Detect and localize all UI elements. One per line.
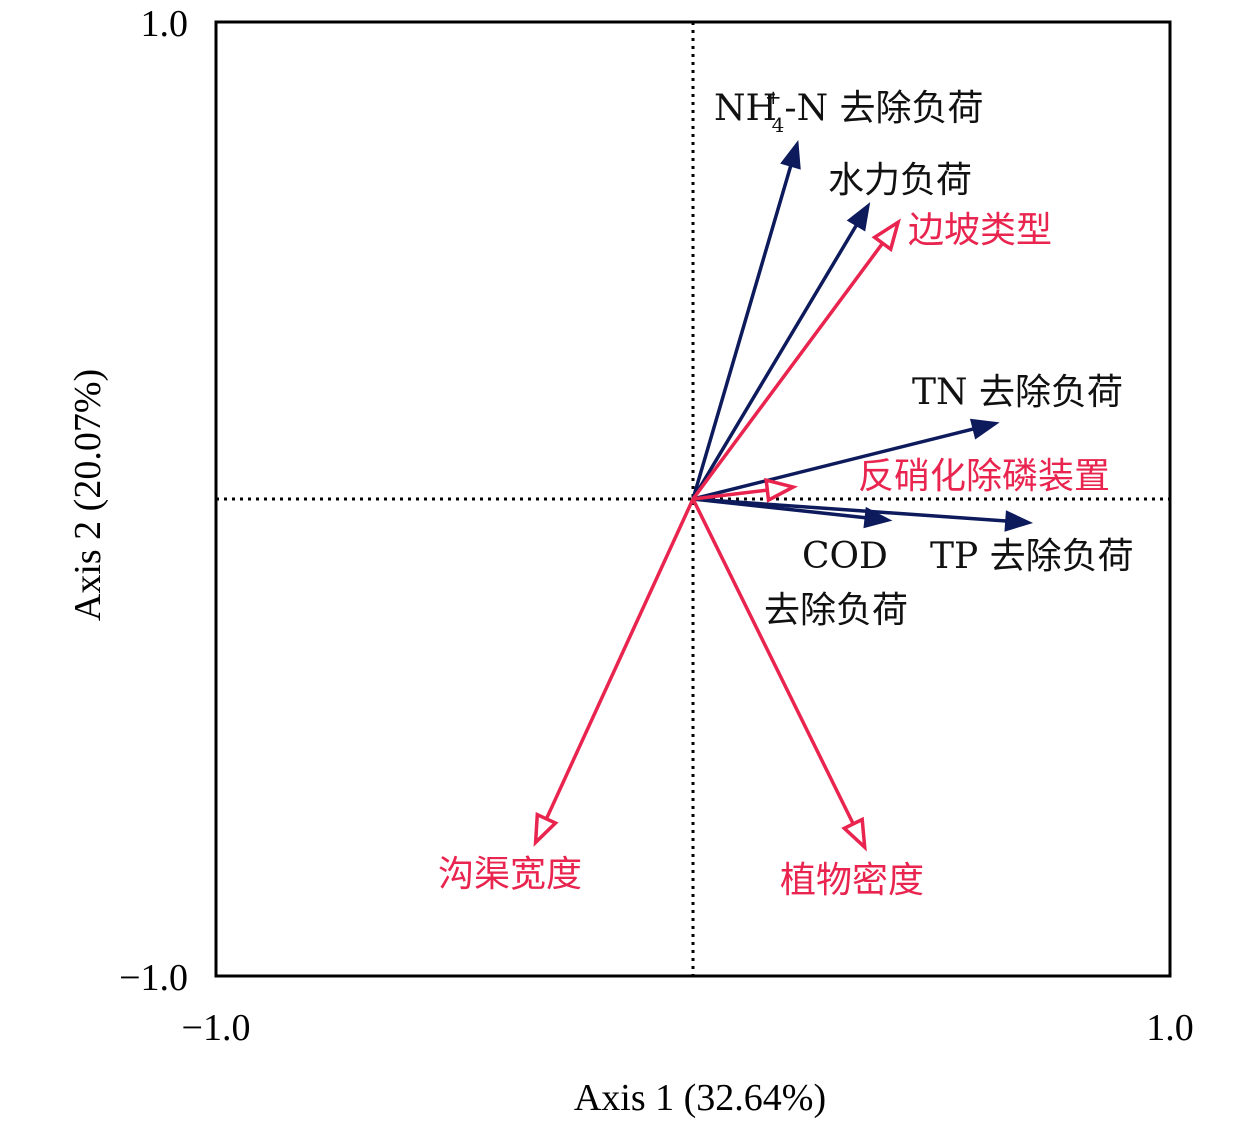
label-nh4-sup: + xyxy=(765,85,782,109)
label-tn: TN 去除负荷 xyxy=(912,372,1123,413)
vector-slope xyxy=(691,218,901,501)
vector-hydraulic xyxy=(691,202,871,500)
vector-head-denitrif xyxy=(764,477,799,503)
vector-shaft-hydraulic xyxy=(691,221,860,500)
label-cod-line2: 去除负荷 xyxy=(764,590,908,631)
vector-head-tn xyxy=(969,418,1000,440)
x-tick-left: −1.0 xyxy=(182,1007,251,1049)
vector-denitrif xyxy=(692,477,799,503)
vector-head-hydraulic xyxy=(846,202,871,232)
label-tp: TP 去除负荷 xyxy=(930,536,1134,577)
vector-cod xyxy=(692,497,893,529)
vector-shaft-nh4 xyxy=(691,161,794,500)
vector-shaft-tp xyxy=(692,497,1010,524)
x-tick-right: 1.0 xyxy=(1146,1007,1194,1049)
vectors-layer xyxy=(533,139,1034,852)
x-axis-title: Axis 1 (32.64%) xyxy=(574,1077,826,1119)
label-width: 沟渠宽度 xyxy=(438,854,582,895)
vector-head-plant xyxy=(841,816,867,852)
label-plant: 植物密度 xyxy=(780,860,924,901)
label-nh4-rest: -N 去除负荷 xyxy=(784,88,983,129)
vector-tn xyxy=(692,418,1000,501)
vector-shaft-tn xyxy=(692,426,978,501)
vector-shaft-plant xyxy=(691,498,855,825)
vector-tp xyxy=(692,497,1034,532)
vector-labels: NH+ 4-N 去除负荷 水力负荷 边坡类型 TN 去除负荷 反硝化除磷装置 CO… xyxy=(438,85,1134,901)
label-hydraulic: 水力负荷 xyxy=(828,160,972,201)
label-nh4-main: NH xyxy=(714,88,777,129)
y-tick-top: 1.0 xyxy=(141,3,189,45)
vector-nh4 xyxy=(691,139,801,500)
vector-head-slope xyxy=(871,218,901,253)
vector-plant xyxy=(691,498,867,852)
vector-shaft-slope xyxy=(691,242,885,501)
label-cod: COD xyxy=(802,536,888,577)
label-nh4: NH+ 4-N 去除负荷 xyxy=(714,85,984,137)
label-denitrif: 反硝化除磷装置 xyxy=(858,456,1110,497)
y-tick-bottom: −1.0 xyxy=(119,957,188,999)
vector-head-tp xyxy=(1004,510,1034,532)
vector-head-nh4 xyxy=(780,139,801,170)
vector-shaft-width xyxy=(544,498,695,820)
label-nh4-sub: 4 xyxy=(772,113,785,137)
vector-head-width xyxy=(533,811,559,847)
vector-shaft-denitrif xyxy=(692,488,768,501)
y-axis-title: Axis 2 (20.07%) xyxy=(67,369,109,621)
label-slope: 边坡类型 xyxy=(908,210,1052,251)
vector-width xyxy=(533,498,695,847)
